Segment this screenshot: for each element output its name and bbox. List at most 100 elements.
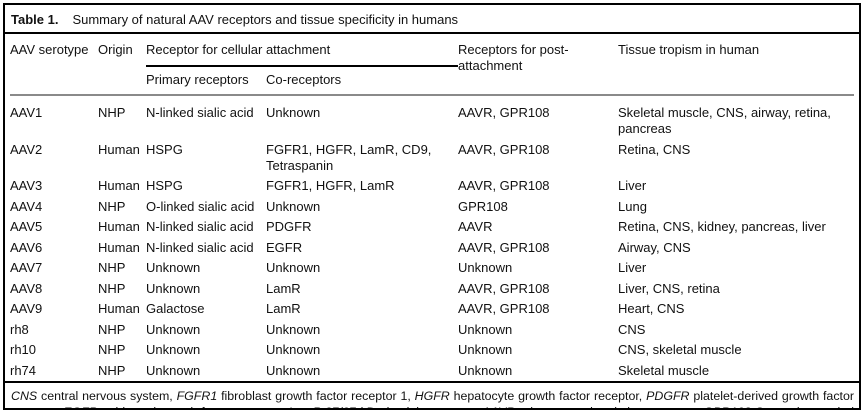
cell-serotype: AAV4	[10, 198, 43, 214]
cell-post: AAVR, GPR108	[458, 94, 619, 140]
cell-co: Unknown	[266, 198, 321, 214]
footnote-term: PDGFR	[646, 389, 690, 403]
cell-co: PDGFR	[266, 219, 312, 234]
cell-post: Unknown	[458, 342, 513, 357]
cell-primary: O-linked sialic acid	[146, 198, 255, 214]
cell-co: Unknown	[266, 321, 321, 337]
cell-primary: Unknown	[146, 280, 201, 296]
cell-origin: NHP	[98, 260, 126, 275]
cell-tropism: Lung	[618, 198, 647, 214]
cell-primary: Unknown	[146, 342, 201, 357]
col-header-post-attachment: Receptors for post-attachment	[458, 42, 569, 73]
cell-co: LamR	[266, 280, 301, 296]
table-row: AAV9 Human Galactose LamR AAVR, GPR108 Heart,…	[10, 299, 854, 320]
cell-tropism: Liver	[618, 178, 647, 193]
cell-origin: NHP	[98, 94, 146, 140]
cell-serotype: AAV9	[10, 301, 43, 316]
cell-primary: Unknown	[146, 362, 201, 378]
cell-co: Unknown	[266, 342, 321, 357]
cell-post: AAVR, GPR108	[458, 239, 550, 255]
cell-primary: N-linked sialic acid	[146, 94, 266, 140]
cell-tropism: Skeletal muscle, CNS, airway, retina, pa…	[618, 94, 855, 140]
table-row: AAV7 NHP Unknown Unknown Unknown Liver	[10, 258, 854, 279]
table-row: AAV2 Human HSPG FGFR1, HGFR, LamR, CD9, Tet…	[10, 140, 854, 177]
cell-tropism: Retina, CNS, kidney, pancreas, liver	[618, 219, 826, 234]
cell-post: Unknown	[458, 362, 513, 378]
footnote-term: LamR	[289, 405, 322, 408]
footnote-term: EGFR	[63, 405, 97, 408]
cell-serotype: rh10	[10, 342, 37, 357]
cell-post: GPR108	[458, 198, 508, 214]
col-header-attachment-group: Receptor for cellular attachment	[146, 34, 459, 67]
cell-primary: N-linked sialic acid	[146, 219, 254, 234]
footnote-term: HGFR	[414, 389, 450, 403]
cell-serotype: AAV5	[10, 219, 43, 234]
footnote-term: FGFR1	[176, 389, 218, 403]
cell-tropism: Liver	[618, 260, 647, 275]
cell-post: AAVR, GPR108	[458, 301, 550, 316]
cell-primary: HSPG	[146, 141, 183, 157]
cell-co: FGFR1, HGFR, LamR, CD9, Tetraspanin	[266, 141, 432, 173]
table-row: AAV4 NHP O-linked sialic acid Unknown GPR108…	[10, 197, 854, 218]
table-caption: Summary of natural AAV receptors and tis…	[72, 12, 459, 27]
cell-origin: Human	[98, 219, 140, 234]
cell-tropism: Retina, CNS	[618, 141, 691, 157]
cell-origin: NHP	[98, 342, 126, 357]
col-header-aav-serotype: AAV serotype	[10, 42, 89, 57]
cell-serotype: AAV2	[10, 141, 43, 157]
table-row: AAV6 Human N-linked sialic acid EGFR AAVR, G…	[10, 238, 854, 259]
cell-primary: Galactose	[146, 301, 205, 316]
table-1-container: Table 1. Summary of natural AAV receptors…	[3, 3, 861, 410]
table-row: rh8 NHP Unknown Unknown Unknown CNS	[10, 320, 854, 341]
cell-tropism: Liver, CNS, retina	[618, 280, 720, 296]
col-header-primary-receptors: Primary receptors	[146, 72, 249, 87]
cell-tropism: CNS	[618, 321, 646, 337]
cell-serotype: AAV6	[10, 239, 43, 255]
cell-origin: NHP	[98, 280, 126, 296]
table-body: AAV1 NHP N-linked sialic acid Unknown AAVR, …	[10, 94, 855, 382]
cell-serotype: AAV3	[10, 178, 43, 193]
col-header-co-receptors: Co-receptors	[266, 72, 342, 87]
cell-primary: Unknown	[146, 260, 201, 275]
cell-co: FGFR1, HGFR, LamR	[266, 178, 395, 193]
table-title: Table 1. Summary of natural AAV receptors…	[5, 5, 859, 34]
table-row: rh74 NHP Unknown Unknown Unknown Skeletal mus…	[10, 361, 854, 382]
cell-tropism: CNS, skeletal muscle	[618, 342, 742, 357]
cell-post: AAVR, GPR108	[458, 178, 550, 193]
cell-post: Unknown	[458, 321, 513, 337]
cell-co: Unknown	[266, 94, 459, 140]
footnote-term: GPR108	[703, 405, 751, 408]
cell-origin: Human	[98, 141, 140, 157]
cell-origin: Human	[98, 239, 140, 255]
aav-receptor-table: AAV serotype Origin Receptor for cellula…	[10, 34, 855, 382]
cell-serotype: rh74	[10, 362, 37, 378]
cell-origin: NHP	[98, 321, 126, 337]
cell-origin: NHP	[98, 362, 126, 378]
table-row: AAV5 Human N-linked sialic acid PDGFR AAVR Re…	[10, 217, 854, 238]
cell-serotype: AAV1	[10, 94, 98, 140]
cell-co: Unknown	[266, 260, 321, 275]
cell-origin: NHP	[98, 198, 126, 214]
cell-post: AAVR, GPR108	[458, 280, 550, 296]
cell-serotype: AAV7	[10, 260, 43, 275]
table-number-label: Table 1.	[11, 12, 59, 27]
cell-serotype: AAV8	[10, 280, 43, 296]
cell-origin: Human	[98, 301, 140, 316]
cell-co: Unknown	[266, 362, 321, 378]
cell-tropism: Airway, CNS	[618, 239, 691, 255]
table-row: AAV8 NHP Unknown LamR AAVR, GPR108 Liver, CNS…	[10, 279, 854, 300]
cell-primary: HSPG	[146, 178, 183, 193]
table-row: AAV3 Human HSPG FGFR1, HGFR, LamR AAVR, GPR1…	[10, 176, 854, 197]
table-header: AAV serotype Origin Receptor for cellula…	[10, 34, 854, 95]
footnote-term: CNS	[11, 389, 38, 403]
table-row: rh10 NHP Unknown Unknown Unknown CNS, skeleta…	[10, 340, 854, 361]
cell-serotype: rh8	[10, 321, 29, 337]
cell-post: AAVR, GPR108	[458, 141, 550, 157]
cell-origin: Human	[98, 178, 140, 193]
cell-co: LamR	[266, 301, 301, 316]
cell-primary: N-linked sialic acid	[146, 239, 254, 255]
cell-co: EGFR	[266, 239, 303, 255]
cell-primary: Unknown	[146, 321, 201, 337]
table-row: AAV1 NHP N-linked sialic acid Unknown AAVR, …	[10, 94, 855, 140]
cell-post: AAVR	[458, 219, 493, 234]
